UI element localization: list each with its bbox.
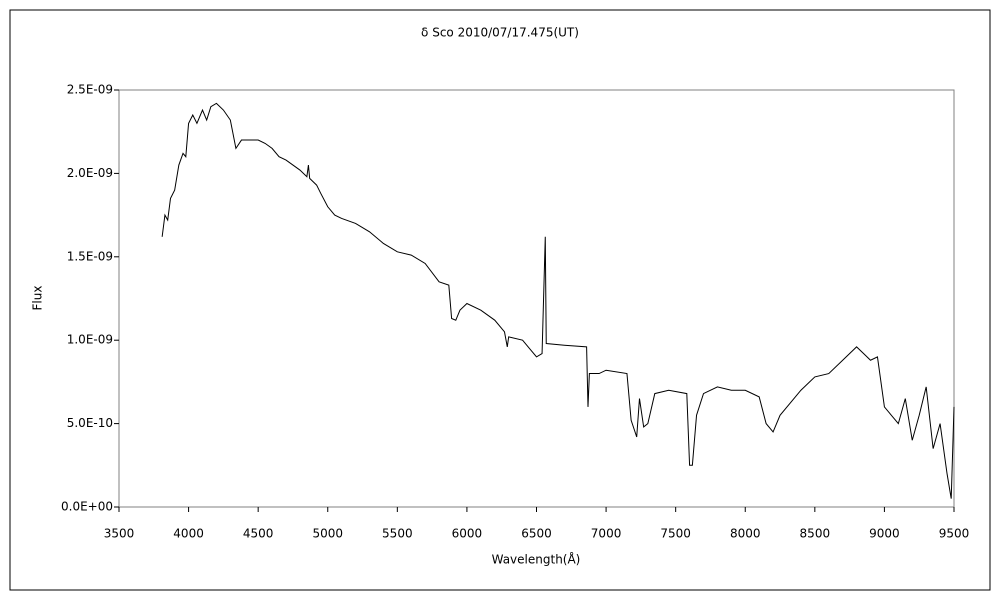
y-tick-label: 1.0E-09 xyxy=(67,333,113,347)
y-tick-label: 0.0E+00 xyxy=(61,500,113,514)
x-tick-label: 7500 xyxy=(660,527,691,541)
y-tick-label: 2.5E-09 xyxy=(67,83,113,97)
spectrum-line xyxy=(161,102,955,499)
x-axis-label: Wavelength(Å) xyxy=(492,552,581,567)
x-tick-label: 3500 xyxy=(104,527,135,541)
y-tick-label: 2.0E-09 xyxy=(67,166,113,180)
y-axis-label: Flux xyxy=(31,286,45,311)
plot-area xyxy=(118,89,955,508)
x-tick-label: 7000 xyxy=(591,527,622,541)
x-tick-label: 4500 xyxy=(243,527,274,541)
x-tick-label: 5500 xyxy=(382,527,413,541)
x-tick-label: 6000 xyxy=(452,527,483,541)
x-tick-label: 8500 xyxy=(800,527,831,541)
y-tick-label: 1.5E-09 xyxy=(67,249,113,263)
x-tick-label: 9500 xyxy=(939,527,970,541)
x-tick-label: 6500 xyxy=(521,527,552,541)
x-tick-label: 4000 xyxy=(173,527,204,541)
x-tick-label: 8000 xyxy=(730,527,761,541)
x-tick-label: 9000 xyxy=(869,527,900,541)
y-tick-label: 5.0E-10 xyxy=(67,416,113,430)
chart-title: δ Sco 2010/07/17.475(UT) xyxy=(421,26,579,40)
x-tick-label: 5000 xyxy=(312,527,343,541)
